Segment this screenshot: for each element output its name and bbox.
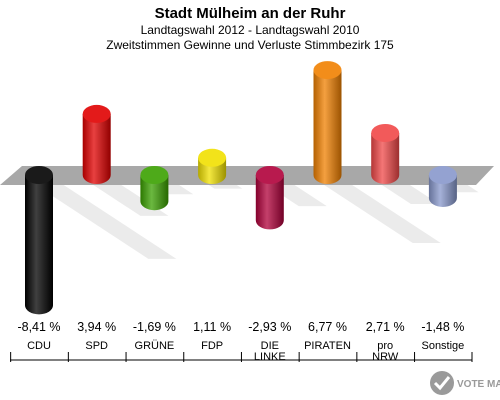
category-label: PIRATEN: [304, 340, 351, 352]
chart-subtitle-2: Zweitstimmen Gewinne und Verluste Stimmb…: [106, 38, 394, 52]
watermark-text: VOTE MANAGER: [457, 379, 500, 390]
value-label: 3,94 %: [77, 320, 116, 334]
bar-cap: [25, 166, 53, 184]
category-label: pro: [377, 340, 393, 352]
bar: [82, 113, 111, 184]
bar-shadow: [313, 178, 441, 244]
category-label: CDU: [27, 340, 51, 352]
value-label: 2,71 %: [366, 320, 405, 334]
bar-cap: [255, 166, 284, 184]
bar: [255, 175, 284, 230]
category-label: LINKE: [254, 351, 286, 363]
zero-band: [0, 166, 494, 185]
bar: [428, 175, 457, 207]
bar: [140, 175, 169, 211]
bar-cap: [140, 166, 169, 184]
category-label: Sonstige: [421, 340, 464, 352]
value-label: -1,69 %: [133, 320, 176, 334]
bar: [313, 70, 342, 184]
value-label: 1,11 %: [193, 320, 231, 334]
bars: [25, 61, 457, 315]
bar-cap: [313, 61, 342, 80]
category-label: FDP: [201, 340, 223, 352]
category-label: DIE: [261, 340, 279, 352]
bar: [371, 132, 400, 184]
bar-cap: [428, 166, 457, 184]
bar-shadow: [25, 178, 177, 259]
category-label: NRW: [372, 351, 399, 363]
bar-shadows: [25, 178, 479, 259]
bar-cap: [198, 148, 227, 167]
bar: [25, 175, 53, 315]
bar-cap: [371, 123, 400, 142]
value-label: -2,93 %: [248, 320, 291, 334]
bar-cap: [82, 104, 111, 123]
chart-title: Stadt Mülheim an der Ruhr: [155, 5, 346, 22]
value-label: -8,41 %: [17, 320, 60, 334]
value-labels: -8,41 % 3,94 % -1,69 % 1,11 % -2,93 % 6,77 % 2…: [17, 320, 464, 334]
watermark-logo: VOTE MANAGER: [430, 371, 500, 395]
category-label: SPD: [85, 340, 108, 352]
category-label: GRÜNE: [135, 340, 175, 352]
value-label: -1,48 %: [421, 320, 464, 334]
chart-subtitle: Landtagswahl 2012 - Landtagswahl 2010: [141, 23, 360, 37]
value-label: 6,77 %: [308, 320, 347, 334]
